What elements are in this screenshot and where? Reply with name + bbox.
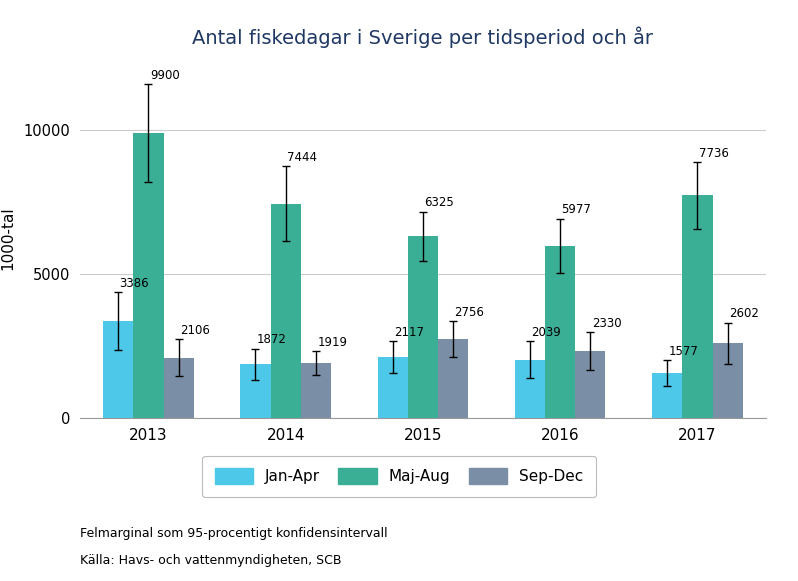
Bar xyxy=(682,195,713,418)
Text: 6325: 6325 xyxy=(425,196,454,209)
Bar xyxy=(133,133,164,418)
Text: Källa: Havs- och vattenmyndigheten, SCB: Källa: Havs- och vattenmyndigheten, SCB xyxy=(80,554,342,566)
Text: 7736: 7736 xyxy=(699,147,729,160)
Text: 1872: 1872 xyxy=(257,333,286,346)
Bar xyxy=(164,358,194,418)
Text: 2117: 2117 xyxy=(394,326,424,339)
Bar xyxy=(408,236,438,418)
Bar xyxy=(713,343,743,418)
Bar xyxy=(301,363,331,418)
Bar xyxy=(377,357,408,418)
Text: 2756: 2756 xyxy=(455,306,484,319)
Title: Antal fiskedagar i Sverige per tidsperiod och år: Antal fiskedagar i Sverige per tidsperio… xyxy=(192,27,654,48)
Bar xyxy=(545,246,575,418)
Text: 2106: 2106 xyxy=(180,324,210,336)
Bar xyxy=(515,360,545,418)
Text: 7444: 7444 xyxy=(287,151,317,164)
Text: 2039: 2039 xyxy=(531,325,561,339)
Bar xyxy=(438,339,468,418)
Text: 2330: 2330 xyxy=(592,317,622,330)
Text: 3386: 3386 xyxy=(120,277,149,289)
Text: 1919: 1919 xyxy=(318,336,347,349)
Text: 9900: 9900 xyxy=(150,69,180,82)
Text: 5977: 5977 xyxy=(562,203,591,216)
Y-axis label: 1000-tal: 1000-tal xyxy=(0,206,15,270)
Bar xyxy=(271,204,301,418)
Text: Felmarginal som 95-procentigt konfidensintervall: Felmarginal som 95-procentigt konfidensi… xyxy=(80,528,387,540)
Bar xyxy=(240,364,271,418)
Text: 2602: 2602 xyxy=(729,307,759,320)
Bar xyxy=(652,373,682,418)
Bar xyxy=(103,321,133,418)
Text: 1577: 1577 xyxy=(669,345,698,357)
Legend: Jan-Apr, Maj-Aug, Sep-Dec: Jan-Apr, Maj-Aug, Sep-Dec xyxy=(203,456,595,497)
Bar xyxy=(575,351,606,418)
